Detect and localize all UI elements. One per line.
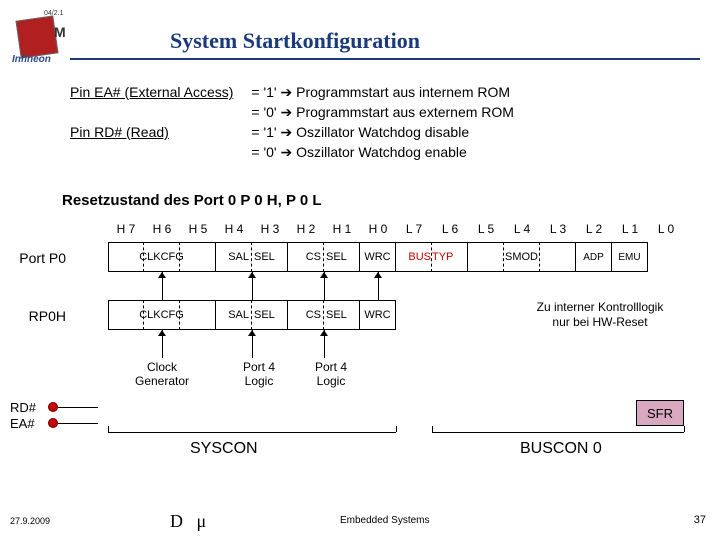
syscon-label: SYSCON: [190, 440, 258, 458]
cell-clkcfg: CLKCFG: [144, 242, 180, 272]
pin-line-3: = '0' ➔ Oszillator Watchdog enable: [251, 142, 514, 162]
rd-line: [58, 407, 98, 408]
syscon-bracket-l: [108, 426, 109, 432]
ea-line: [58, 423, 98, 424]
syscon-bracket-r: [396, 426, 397, 432]
cell-cssel-r: SEL: [326, 251, 347, 263]
arrow-up-b2: [248, 330, 256, 336]
bit-l3: L 3: [540, 222, 576, 236]
ea-label: EA#: [10, 416, 35, 431]
rd-label: RD#: [10, 400, 36, 415]
bit-h0: H 0: [360, 222, 396, 236]
footer-page: 37: [694, 514, 706, 526]
port4-logic-a: Port 4Logic: [234, 360, 284, 388]
bit-l7: L 7: [396, 222, 432, 236]
cell-cssel-l: CS: [306, 251, 321, 263]
rp0h-row: CLKCFG SAL SEL CS SEL WRC: [108, 300, 396, 330]
bit-h6: H 6: [144, 222, 180, 236]
arrow-up-3: [320, 272, 328, 278]
logo: 04/2.1 M Infineon: [10, 10, 65, 65]
logo-brand: Infineon: [12, 54, 51, 65]
port-p0-label: Port P0: [10, 250, 66, 266]
cell-wrc: WRC: [360, 242, 396, 272]
cell-adp: ADP: [576, 242, 612, 272]
syscon-bracket-h: [108, 432, 396, 433]
cell-smod: SMOD: [504, 242, 540, 272]
bit-l6: L 6: [432, 222, 468, 236]
port4-logic-b: Port 4Logic: [306, 360, 356, 388]
pin-line-1: = '0' ➔ Programmstart aus externem ROM: [251, 102, 514, 122]
pin-line-2: = '1' ➔ Oszillator Watchdog disable: [251, 122, 514, 142]
buscon-bracket-l: [432, 426, 433, 432]
buscon-label: BUSCON 0: [520, 440, 602, 458]
bit-l2: L 2: [576, 222, 612, 236]
sfr-box: SFR: [636, 400, 684, 426]
title-underline: [70, 58, 700, 60]
bit-l4: L 4: [504, 222, 540, 236]
logo-letter: M: [54, 24, 66, 40]
cell-clkcfg-2: CLKCFG: [144, 300, 180, 330]
pin-rd-label: Pin RD# (Read): [70, 124, 169, 140]
ea-pin-dot: [48, 418, 58, 428]
page-title: System Startkonfiguration: [170, 28, 420, 54]
arrow-up-1: [158, 272, 166, 278]
footer-mid: Embedded Systems: [340, 515, 430, 526]
bit-h2: H 2: [288, 222, 324, 236]
bit-h4: H 4: [216, 222, 252, 236]
pin-descriptions: Pin EA# (External Access) = '1' ➔ Progra…: [70, 82, 514, 162]
rd-pin-dot: [48, 402, 58, 412]
arrow-up-4: [374, 272, 382, 278]
side-note: Zu interner Kontrolllogiknur bei HW-Rese…: [510, 300, 690, 330]
cell-bustyp-l: BUS: [408, 251, 431, 263]
pin-line-0: = '1' ➔ Programmstart aus internem ROM: [251, 82, 514, 102]
logo-square: [16, 16, 59, 59]
bit-headers: H 7 H 6 H 5 H 4 H 3 H 2 H 1 H 0 L 7 L 6 …: [108, 222, 684, 236]
reset-title: Resetzustand des Port 0 P 0 H, P 0 L: [62, 192, 322, 209]
arrow-up-b3: [320, 330, 328, 336]
cell-wrc-2: WRC: [360, 300, 396, 330]
rp0h-label: RP0H: [10, 308, 66, 324]
bit-h5: H 5: [180, 222, 216, 236]
buscon-bracket-r: [684, 426, 685, 432]
cell-emu: EMU: [612, 242, 648, 272]
cell-salsel-r: SEL: [254, 251, 275, 263]
bit-h3: H 3: [252, 222, 288, 236]
arrow-up-b1: [158, 330, 166, 336]
bit-l5: L 5: [468, 222, 504, 236]
bit-h7: H 7: [108, 222, 144, 236]
port-p0-row: CLKCFG SAL SEL CS SEL WRC BUS TYP SMOD A…: [108, 242, 648, 272]
pin-ea-label: Pin EA# (External Access): [70, 84, 233, 100]
cell-bustyp-r: TYP: [432, 251, 453, 263]
bit-h1: H 1: [324, 222, 360, 236]
footer-date: 27.9.2009: [10, 516, 50, 526]
buscon-bracket-h: [432, 432, 684, 433]
clock-gen-label: ClockGenerator: [126, 360, 198, 388]
bit-l1: L 1: [612, 222, 648, 236]
arrow-up-2: [248, 272, 256, 278]
footer-dmu: D μ: [170, 511, 206, 532]
bit-l0: L 0: [648, 222, 684, 236]
cell-salsel-l: SAL: [228, 251, 249, 263]
